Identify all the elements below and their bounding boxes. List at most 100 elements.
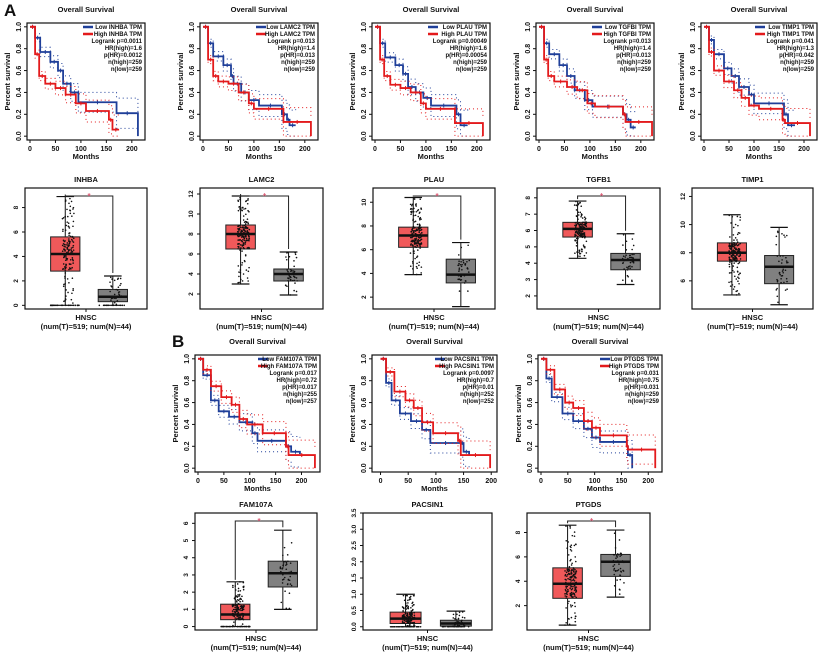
data-point xyxy=(291,272,294,274)
y-tick-label: 2 xyxy=(515,603,522,607)
data-point xyxy=(411,203,414,206)
data-point xyxy=(238,618,240,621)
y-tick-label: 0.8 xyxy=(527,376,534,386)
data-point xyxy=(65,265,67,267)
data-point xyxy=(786,288,788,290)
data-point xyxy=(68,202,70,205)
data-point xyxy=(574,591,577,593)
y-tick-label: 1.0 xyxy=(690,22,697,32)
data-point xyxy=(66,251,68,254)
legend-entry: Low INHBA TPM xyxy=(95,25,142,31)
y-tick-label: 4 xyxy=(13,254,20,258)
data-point xyxy=(573,228,576,231)
data-point xyxy=(69,258,72,261)
data-point xyxy=(285,568,288,571)
significance-star: * xyxy=(435,192,439,201)
x-tick-label: 100 xyxy=(248,146,260,153)
survival-chart: Overall Survival 0.0 0.2 0.4 0.6 0.8 1.0 0 50 100… xyxy=(348,337,498,493)
data-point xyxy=(458,260,460,263)
data-point xyxy=(571,569,574,571)
data-point xyxy=(417,242,420,244)
data-point xyxy=(575,200,577,203)
data-point xyxy=(234,589,237,591)
data-point xyxy=(622,279,624,282)
legend-stat: p(HR)=0.013 xyxy=(616,53,652,59)
data-point xyxy=(72,241,75,243)
data-point xyxy=(728,272,731,274)
data-point xyxy=(614,569,617,572)
data-point xyxy=(624,256,627,258)
data-point xyxy=(580,215,582,218)
x-axis-label: HNSC xyxy=(742,313,764,322)
survival-curve-high xyxy=(203,25,312,137)
data-point xyxy=(573,567,575,570)
data-point xyxy=(413,625,415,628)
y-tick-label: 12 xyxy=(680,192,687,200)
data-point xyxy=(408,598,411,601)
data-point xyxy=(72,220,75,223)
data-point xyxy=(407,602,409,604)
data-point xyxy=(63,266,66,268)
data-point xyxy=(578,227,581,230)
data-point xyxy=(729,261,731,263)
data-point xyxy=(631,248,633,251)
data-point xyxy=(569,548,572,551)
data-point xyxy=(575,571,577,573)
data-point xyxy=(585,222,588,225)
data-point xyxy=(411,625,413,628)
data-point xyxy=(738,255,740,257)
data-point xyxy=(409,236,412,239)
data-point xyxy=(404,613,407,615)
data-point xyxy=(239,269,242,271)
data-point xyxy=(575,543,577,546)
data-point xyxy=(613,563,616,566)
y-tick-label: 6 xyxy=(525,228,532,232)
data-point xyxy=(67,245,70,247)
data-point xyxy=(61,250,64,252)
data-point xyxy=(412,218,415,221)
y-tick-label: 0.8 xyxy=(361,376,368,386)
data-point xyxy=(460,260,462,263)
data-point xyxy=(242,615,245,617)
data-point xyxy=(407,607,410,610)
data-point xyxy=(63,248,65,250)
data-point xyxy=(570,606,572,608)
legend-stat: HR(high)=1.6 xyxy=(450,46,488,52)
y-tick-label: 8 xyxy=(680,251,687,255)
data-point xyxy=(411,268,414,270)
data-point xyxy=(72,302,74,304)
data-point xyxy=(67,222,70,224)
data-point xyxy=(577,211,580,214)
legend-stat: HR(high)=0.7 xyxy=(457,378,495,384)
sample-size-label: (num(T)=519; num(N)=44) xyxy=(389,322,480,331)
data-point xyxy=(580,231,583,233)
data-point xyxy=(241,230,244,233)
data-point xyxy=(283,576,286,579)
legend-stat: HR(high)=1.4 xyxy=(278,46,316,52)
x-axis-label: Months xyxy=(421,484,448,493)
data-point xyxy=(290,570,292,573)
data-point xyxy=(244,230,247,232)
y-tick-label: 8 xyxy=(515,530,522,534)
data-point xyxy=(465,280,467,282)
data-point xyxy=(414,227,416,229)
data-point xyxy=(581,217,584,219)
data-point xyxy=(413,611,416,614)
data-point xyxy=(244,225,247,228)
data-point xyxy=(417,215,420,218)
data-point xyxy=(573,601,576,604)
sample-size-label: (num(T)=519; num(N)=44) xyxy=(382,643,473,652)
legend-stat: HR(high)=1.6 xyxy=(105,46,143,52)
data-point xyxy=(736,270,739,273)
data-point xyxy=(240,625,243,628)
data-point xyxy=(69,209,71,211)
chart-title: FAM107A xyxy=(239,500,273,509)
data-point xyxy=(570,550,573,552)
x-tick-label: 0 xyxy=(28,146,32,153)
data-point xyxy=(393,625,395,628)
legend-entry: High TGFBI TPM xyxy=(604,32,651,38)
y-tick-label: 0.6 xyxy=(16,66,23,76)
data-point xyxy=(68,281,70,284)
chart-title: Overall Survival xyxy=(731,5,788,14)
data-point xyxy=(569,578,572,581)
